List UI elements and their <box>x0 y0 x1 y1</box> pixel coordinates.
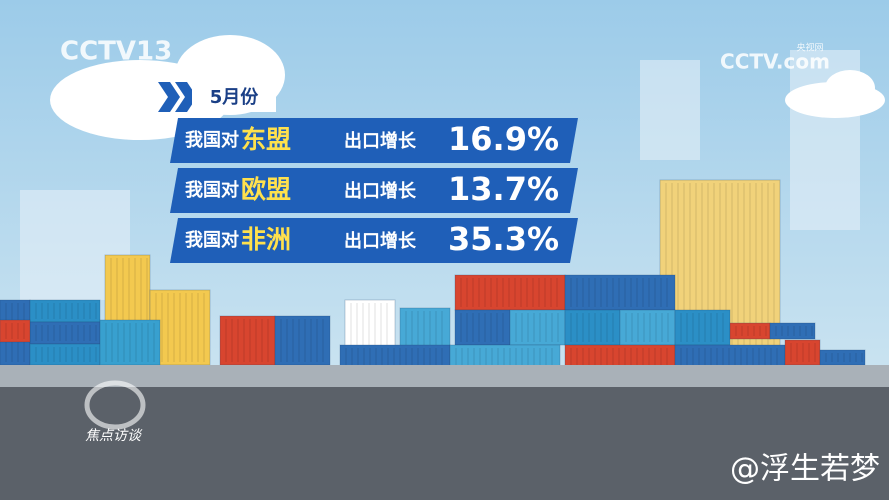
headline-tab <box>192 82 276 112</box>
container <box>274 315 331 366</box>
row-region: 欧盟 <box>241 175 291 204</box>
container <box>619 309 676 346</box>
building <box>640 60 700 160</box>
row-banner <box>170 118 578 163</box>
chevron <box>158 82 180 112</box>
container <box>454 274 566 311</box>
container <box>454 309 511 346</box>
channel-sub: 新闻 <box>80 72 108 88</box>
row-label: 出口增长 <box>344 230 417 252</box>
row-growth: 16.9% <box>448 120 559 158</box>
row-growth: 35.3% <box>448 220 559 258</box>
row-banner <box>170 168 578 213</box>
row-prefix: 我国对 <box>185 129 239 151</box>
container <box>399 307 451 349</box>
cloud-part <box>825 70 875 106</box>
row-prefix: 我国对 <box>185 179 239 201</box>
container <box>674 309 731 346</box>
watermark-brand: CCTV.com <box>720 50 830 74</box>
chevron <box>175 82 197 112</box>
container <box>0 319 31 343</box>
container <box>219 315 276 366</box>
container <box>819 349 866 366</box>
user-watermark: @浮生若梦 <box>730 452 880 487</box>
container <box>564 274 676 311</box>
road <box>0 387 889 500</box>
row-growth: 13.7% <box>448 170 559 208</box>
quay-edge <box>0 365 889 387</box>
background-buildings <box>20 50 860 300</box>
container <box>769 322 816 340</box>
row-label: 出口增长 <box>344 180 417 202</box>
watermark-cn: 央视网 <box>796 42 823 54</box>
row-banner <box>170 218 578 263</box>
container <box>344 299 396 349</box>
container <box>564 309 621 346</box>
row-region: 非洲 <box>241 225 291 254</box>
container <box>784 339 821 366</box>
program-name: 焦点访谈 <box>85 428 143 444</box>
row-label: 出口增长 <box>344 130 417 152</box>
container <box>99 319 161 366</box>
headline: 5月份 <box>210 86 260 108</box>
channel-logo: CCTV13 <box>60 37 172 67</box>
row-prefix: 我国对 <box>185 229 239 251</box>
program-logo <box>84 380 146 430</box>
row-region: 东盟 <box>241 125 291 154</box>
rows: 我国对 东盟 出口增长 16.9%我国对 欧盟 出口增长 13.7%我国对 非洲 出口增长 35.… <box>170 118 578 263</box>
container <box>509 309 566 346</box>
